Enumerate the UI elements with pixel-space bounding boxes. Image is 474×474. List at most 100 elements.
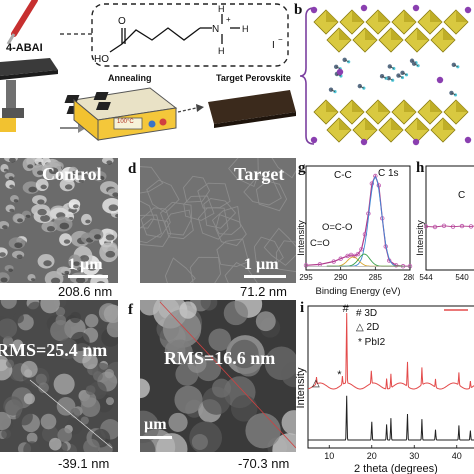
grain-boundary xyxy=(271,158,296,179)
iodide-label: I xyxy=(272,40,275,51)
x-tick-label: 30 xyxy=(409,451,419,461)
legend-pbi2: * PbI2 xyxy=(358,337,386,348)
grain-boundary xyxy=(224,262,258,283)
grain-boundary xyxy=(146,179,180,214)
svg-text:+: + xyxy=(226,15,231,24)
afm-grain xyxy=(80,416,89,425)
afm-grain xyxy=(167,339,193,365)
afm-grain xyxy=(57,338,79,360)
grain-boundary xyxy=(211,205,242,235)
grain-shadow xyxy=(9,184,15,188)
afm-grain xyxy=(55,314,67,326)
panel-letter-b: b xyxy=(294,2,303,18)
grain-shadow xyxy=(28,186,37,193)
grain-shadow xyxy=(96,281,105,283)
octahedron-face xyxy=(456,100,468,112)
panel-letter-f: f xyxy=(128,302,133,318)
xps-o1s-chart: 54454053IntensityC xyxy=(415,165,474,282)
x-tick-label: 544 xyxy=(419,273,433,282)
svg-text:N: N xyxy=(212,24,219,35)
afm-grain xyxy=(140,437,156,452)
octahedron-face xyxy=(391,28,403,40)
afm-line-profile xyxy=(159,301,296,449)
octahedron-face xyxy=(326,100,338,112)
iodide-charge: − xyxy=(278,35,283,44)
grain-boundary xyxy=(140,207,171,238)
scale-label-c: 1 µm xyxy=(68,256,103,273)
grain-shadow xyxy=(36,170,44,176)
data-point xyxy=(338,256,343,261)
afm-grain xyxy=(80,391,97,408)
grain-shadow xyxy=(93,234,102,240)
grain-shadow xyxy=(50,277,61,283)
molecule-box xyxy=(91,3,289,67)
grain-shadow xyxy=(112,192,118,197)
afm-min-e: -39.1 nm xyxy=(58,456,110,471)
octahedron-face xyxy=(391,118,403,130)
legend-2d: △ 2D xyxy=(356,322,379,333)
svg-text:H: H xyxy=(218,46,225,56)
grain-shadow xyxy=(46,225,55,232)
afm-grain xyxy=(223,300,249,326)
x-tick-label: 280 xyxy=(403,273,414,282)
plot-frame xyxy=(425,165,474,271)
annotation-c1s: C 1s xyxy=(378,168,399,179)
grain-shadow xyxy=(87,263,97,271)
rms-label-f: RMS=16.6 nm xyxy=(164,348,276,368)
panel-letter-h: h xyxy=(416,160,425,176)
peak-marker-pbi2: * xyxy=(337,369,342,381)
afm-grain xyxy=(208,328,231,352)
octahedron-face xyxy=(443,118,455,130)
carbon-atom xyxy=(386,75,391,81)
afm-grain xyxy=(40,300,60,314)
grain-boundary xyxy=(140,166,164,194)
x-tick-label: 540 xyxy=(455,273,469,282)
octahedron-face xyxy=(417,118,429,130)
bond xyxy=(453,64,458,68)
xrd-chart: 10 20 30 40 2 theta (degrees) Intensity # 3D △ … xyxy=(296,303,474,474)
plot-frame xyxy=(305,165,411,271)
afm-grain xyxy=(179,301,197,319)
grain-shadow xyxy=(0,252,6,257)
afm-grain xyxy=(0,300,17,309)
bond xyxy=(402,72,407,76)
iodide-atom xyxy=(412,4,420,12)
x-tick-label: 10 xyxy=(324,451,334,461)
grain-shadow xyxy=(76,276,86,283)
afm-grain xyxy=(0,411,12,431)
grain-shadow xyxy=(14,242,23,249)
grain-shadow xyxy=(9,158,16,163)
grain-shadow xyxy=(0,277,8,283)
bond xyxy=(359,85,365,89)
panel-letter-g: g xyxy=(298,160,306,176)
bond xyxy=(381,75,387,79)
x-tick-label: 20 xyxy=(367,451,377,461)
bond xyxy=(451,92,456,96)
grain-shadow xyxy=(66,173,75,180)
grain-shadow xyxy=(92,175,98,179)
grain-shadow xyxy=(16,254,23,259)
afm-grain xyxy=(162,309,202,348)
sem-control-texture xyxy=(0,158,118,283)
grain-boundary xyxy=(263,227,296,266)
svg-text:H: H xyxy=(218,4,225,14)
afm-grain xyxy=(57,427,72,443)
grain-boundary xyxy=(253,236,284,269)
grain-shadow xyxy=(108,204,118,212)
afm-grain xyxy=(174,385,203,414)
afm-max-d: 71.2 nm xyxy=(240,284,287,299)
grain xyxy=(81,213,92,226)
afm-grain xyxy=(23,393,35,405)
grain-shadow xyxy=(17,218,23,223)
scale-label-d: 1 µm xyxy=(244,256,279,273)
iodide-atom xyxy=(360,138,368,146)
control-label: Control xyxy=(42,164,102,184)
grain-boundary xyxy=(197,182,231,209)
afm-grain xyxy=(255,311,276,332)
grain-shadow xyxy=(64,184,73,190)
scale-label-f: 1 µm xyxy=(140,416,167,433)
grain-boundary xyxy=(140,200,155,229)
panel-d-sem-target: Target 1 µm xyxy=(140,158,296,283)
afm-grain xyxy=(106,320,118,338)
grain-boundary xyxy=(189,256,221,283)
